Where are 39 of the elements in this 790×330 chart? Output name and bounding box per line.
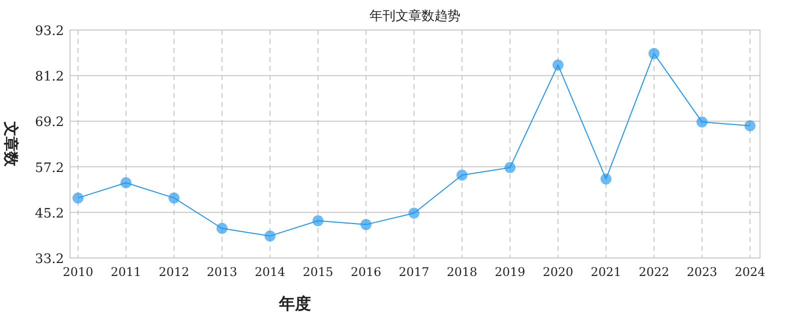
y-axis-title: 文章数 xyxy=(2,120,20,168)
point xyxy=(648,48,660,60)
y-tick-label: 33.2 xyxy=(35,252,64,267)
x-tick-label: 2023 xyxy=(686,265,718,279)
point xyxy=(264,230,276,242)
x-tick-label: 2017 xyxy=(398,265,430,279)
x-tick-label: 2010 xyxy=(62,265,94,279)
x-tick-label: 2013 xyxy=(206,265,238,279)
x-tick-label: 2024 xyxy=(734,265,766,279)
chart-title: 年刊文章数趋势 xyxy=(370,9,460,24)
point xyxy=(456,170,468,181)
point xyxy=(504,162,516,174)
point xyxy=(744,120,756,132)
y-tick-label: 93.2 xyxy=(35,24,64,39)
point xyxy=(216,222,228,234)
y-tick-label: 81.2 xyxy=(35,70,64,85)
x-tick-label: 2015 xyxy=(302,265,334,279)
y-tick-label: 57.2 xyxy=(35,160,64,176)
x-tick-label: 2020 xyxy=(542,265,574,279)
point xyxy=(408,208,420,219)
x-tick-label: 2012 xyxy=(158,265,190,279)
point xyxy=(696,116,708,128)
x-tick-label: 2019 xyxy=(494,265,526,279)
x-tick-label: 2014 xyxy=(254,265,286,279)
x-tick-label: 2018 xyxy=(446,265,478,279)
x-tick-label: 2011 xyxy=(110,265,142,279)
point xyxy=(600,173,612,184)
point xyxy=(72,192,84,204)
point xyxy=(312,215,324,226)
x-tick-label: 2022 xyxy=(638,265,670,279)
point xyxy=(168,192,180,204)
point xyxy=(552,59,564,70)
x-tick-label: 2016 xyxy=(350,265,382,279)
y-tick-label: 69.2 xyxy=(35,115,64,130)
x-axis-title: 年度 xyxy=(278,294,311,313)
point xyxy=(360,219,372,230)
point xyxy=(120,177,132,188)
x-tick-label: 2021 xyxy=(590,265,622,279)
y-tick-label: 45.2 xyxy=(35,206,64,222)
